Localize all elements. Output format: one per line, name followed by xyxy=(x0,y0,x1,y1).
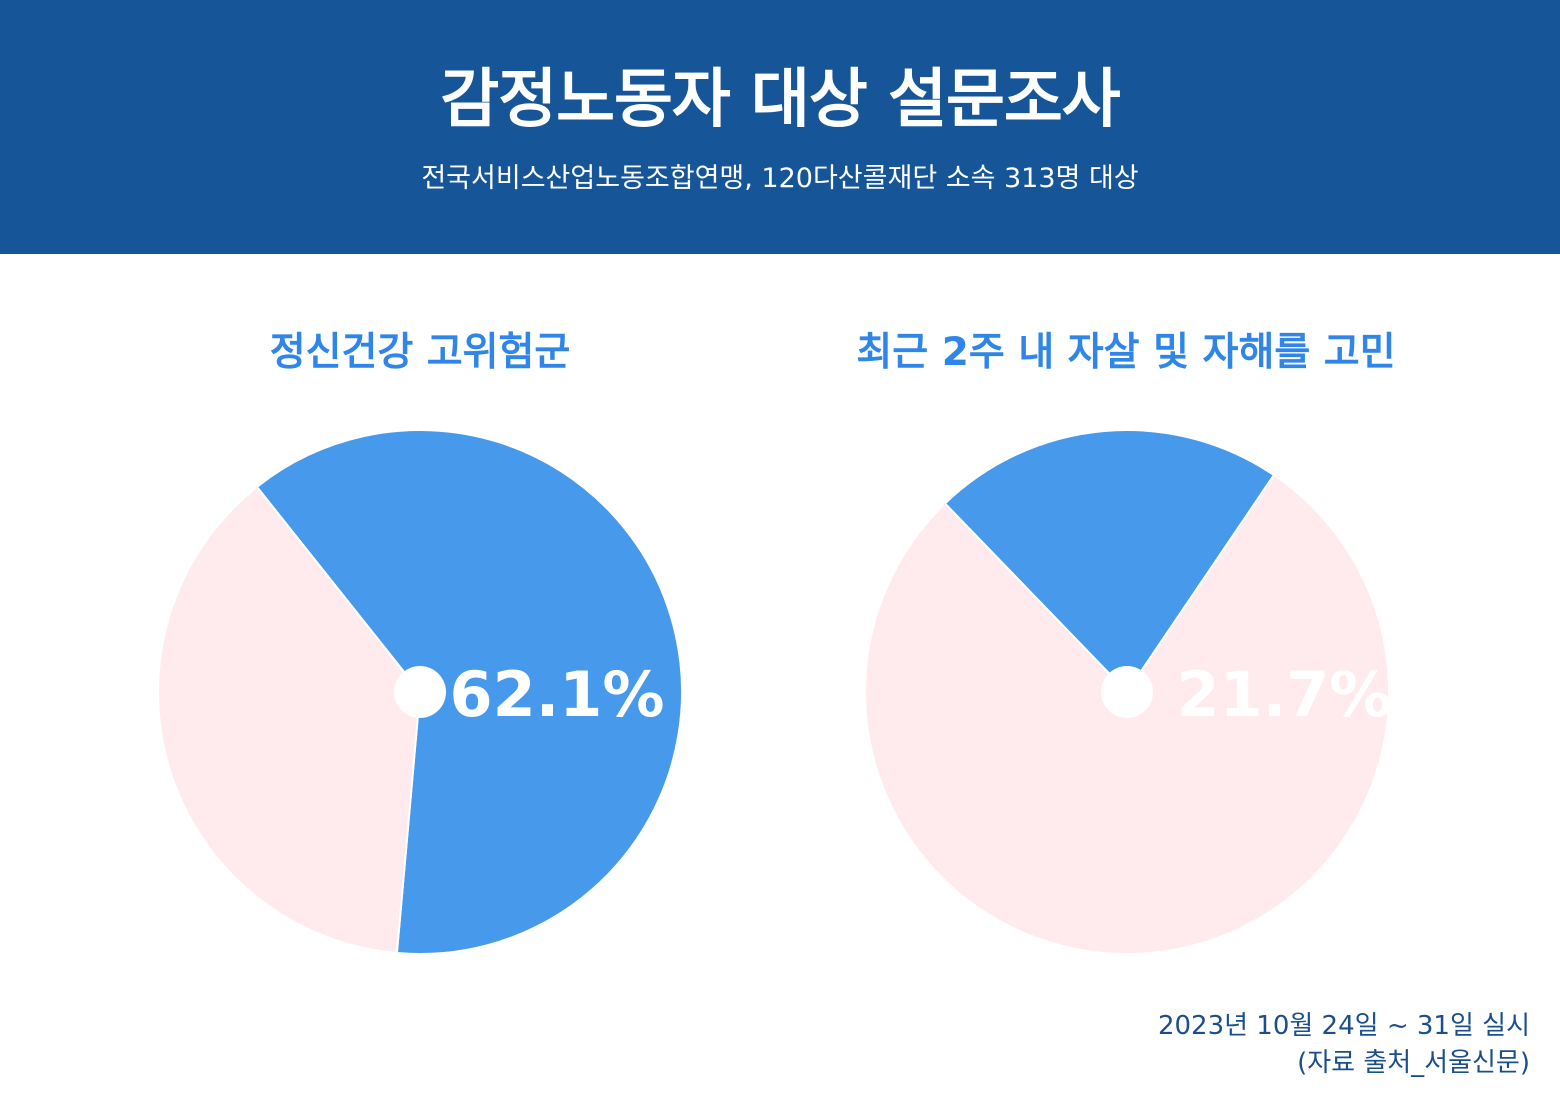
pie-value-label: 21.7% xyxy=(1176,658,1391,731)
pie-slice-highlight xyxy=(255,429,683,955)
pie-chart-self-harm: 21.7% xyxy=(864,429,1392,955)
data-source: (자료 출처_서울신문) xyxy=(1297,1048,1530,1078)
chart-title-mental-health: 정신건강 고위험군 xyxy=(269,330,571,375)
pie-chart-mental-health: 62.1% xyxy=(157,429,683,955)
header-banner: 감정노동자 대상 설문조사 전국서비스산업노동조합연맹, 120다산콜재단 소속… xyxy=(0,0,1560,254)
pie-center-dot xyxy=(1101,666,1153,718)
survey-date: 2023년 10월 24일 ~ 31일 실시 xyxy=(1157,1011,1530,1041)
footer-note: 2023년 10월 24일 ~ 31일 실시 (자료 출처_서울신문) xyxy=(1158,1008,1530,1082)
pie-slice-highlight xyxy=(943,429,1276,694)
pie-slice-remainder xyxy=(157,485,422,955)
page-title: 감정노동자 대상 설문조사 xyxy=(440,63,1120,137)
pie-center-dot xyxy=(394,666,446,718)
chart-title-self-harm: 최근 2주 내 자살 및 자해를 고민 xyxy=(856,330,1396,375)
page-subtitle: 전국서비스산업노동조합연맹, 120다산콜재단 소속 313명 대상 xyxy=(421,163,1139,194)
pie-value-label: 62.1% xyxy=(449,658,664,731)
